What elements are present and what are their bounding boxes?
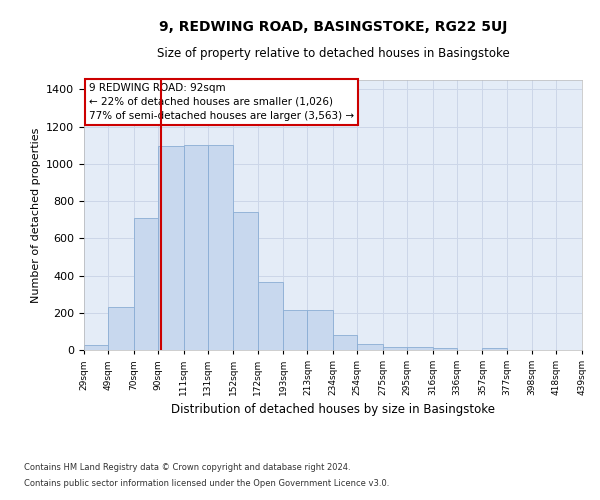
Bar [84,345,108,350]
Bar [357,344,383,350]
Bar [482,348,506,350]
Text: 9 REDWING ROAD: 92sqm
← 22% of detached houses are smaller (1,026)
77% of semi-d: 9 REDWING ROAD: 92sqm ← 22% of detached … [89,82,354,120]
Bar [383,346,407,350]
Text: Size of property relative to detached houses in Basingstoke: Size of property relative to detached ho… [157,48,509,60]
Text: Contains public sector information licensed under the Open Government Licence v3: Contains public sector information licen… [24,478,389,488]
Bar [158,146,184,350]
Bar [433,348,457,350]
Bar [307,310,333,350]
Text: Contains HM Land Registry data © Crown copyright and database right 2024.: Contains HM Land Registry data © Crown c… [24,464,350,472]
Text: 9, REDWING ROAD, BASINGSTOKE, RG22 5UJ: 9, REDWING ROAD, BASINGSTOKE, RG22 5UJ [159,20,507,34]
Bar [108,307,134,350]
Bar [283,310,307,350]
Bar [233,212,257,350]
Bar [257,282,283,350]
Bar [407,346,433,350]
Bar [134,218,158,350]
Bar [333,334,357,350]
Text: Distribution of detached houses by size in Basingstoke: Distribution of detached houses by size … [171,402,495,415]
Y-axis label: Number of detached properties: Number of detached properties [31,128,41,302]
Bar [184,145,208,350]
Bar [208,145,233,350]
